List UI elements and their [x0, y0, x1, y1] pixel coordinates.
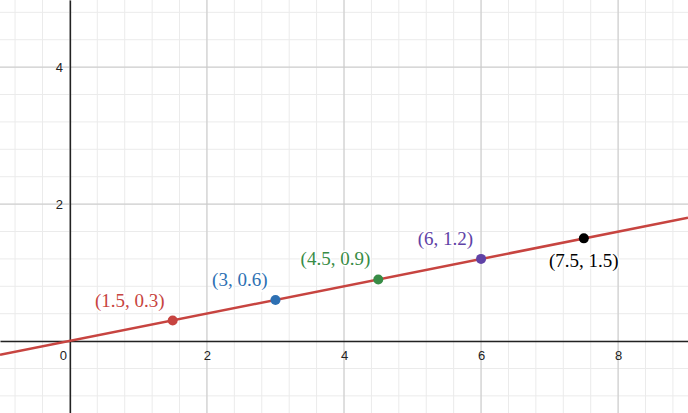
- x-tick: 4: [341, 341, 348, 363]
- minor-grid-line: [371, 0, 372, 413]
- point: [476, 254, 486, 264]
- x-axis-line: [1, 341, 688, 343]
- minor-grid-line: [261, 0, 262, 413]
- minor-grid-line: [179, 0, 180, 413]
- point: [373, 274, 383, 284]
- x-tick-label: 6: [478, 348, 485, 363]
- minor-grid-line: [535, 0, 536, 413]
- point-label: (6, 1.2): [418, 228, 473, 250]
- x-tick-label: 0: [60, 348, 67, 363]
- minor-grid-line: [69, 0, 70, 413]
- minor-grid-line: [645, 0, 646, 413]
- y-tick-label: 4: [56, 60, 63, 75]
- grid-line: [69, 0, 70, 413]
- minor-grid-line: [124, 0, 125, 413]
- minor-grid-line: [398, 0, 399, 413]
- minor-grid-line: [672, 0, 673, 413]
- point-label: (7.5, 1.5): [549, 250, 619, 272]
- grid: [0, 0, 688, 413]
- minor-grid-line: [0, 67, 688, 68]
- y-tick: 4: [56, 60, 70, 75]
- minor-grid-line: [42, 0, 43, 413]
- x-tick-label: 8: [615, 348, 622, 363]
- minor-grid-line: [508, 0, 509, 413]
- chart: 0246824(1.5, 0.3)(3, 0.6)(4.5, 0.9)(6, 1…: [0, 0, 688, 413]
- x-tick-label: 4: [341, 348, 348, 363]
- point-label: (3, 0.6): [212, 269, 267, 291]
- minor-grid-line: [590, 0, 591, 413]
- grid-line: [0, 67, 688, 68]
- y-axis-line: [70, 1, 72, 413]
- point: [579, 233, 589, 243]
- x-axis: 0 2 4 6 8: [1, 341, 688, 363]
- marks: [0, 218, 688, 355]
- point: [270, 295, 280, 305]
- x-tick: 6: [478, 341, 485, 363]
- minor-grid-line: [316, 0, 317, 413]
- data-labels: (1.5, 0.3) (3, 0.6) (4.5, 0.9) (6, 1.2) (7.5…: [95, 228, 619, 312]
- x-tick: 0: [60, 341, 71, 363]
- point-label: (4.5, 0.9): [301, 248, 371, 270]
- point: [168, 316, 178, 326]
- minor-grid-line: [563, 0, 564, 413]
- line: [0, 218, 688, 355]
- minor-grid-line: [453, 0, 454, 413]
- x-tick: 2: [204, 341, 211, 363]
- minor-grid-line: [234, 0, 235, 413]
- y-tick: 2: [56, 197, 70, 212]
- y-axis: 24: [56, 1, 71, 413]
- minor-grid-line: [289, 0, 290, 413]
- minor-grid-line: [0, 204, 688, 205]
- background: [0, 0, 688, 413]
- point-label: (1.5, 0.3): [95, 290, 165, 312]
- x-tick-label: 2: [204, 348, 211, 363]
- grid-line: [0, 204, 688, 205]
- minor-grid-line: [152, 0, 153, 413]
- minor-grid-line: [426, 0, 427, 413]
- y-tick-label: 2: [56, 197, 63, 212]
- x-tick: 8: [615, 341, 622, 363]
- minor-grid-line: [97, 0, 98, 413]
